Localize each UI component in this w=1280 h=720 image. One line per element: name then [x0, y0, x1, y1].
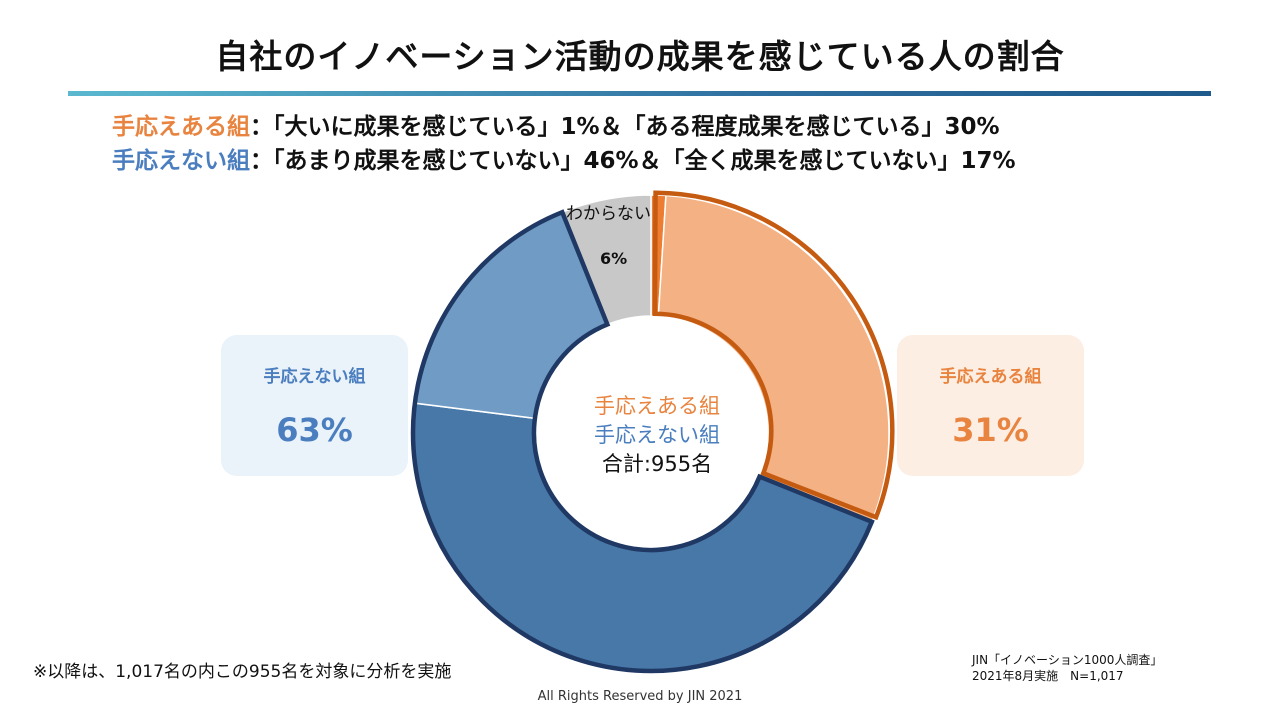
negative-group-box-label: 手応えない組	[263, 367, 366, 387]
unknown-slice-label: わからない	[566, 204, 651, 224]
summary-negative-detail: ：「あまり成果を感じていない」46%＆「全く成果を感じていない」17%	[250, 148, 1016, 174]
title-divider	[68, 91, 1211, 96]
positive-group-box-label: 手応えある組	[939, 367, 1042, 387]
source-note: JIN「イノベーション1000人調査」 2021年8月実施 N=1,017	[972, 652, 1162, 684]
footnote: ※以降は、1,017名の内この955名を対象に分析を実施	[33, 662, 452, 682]
negative-group-box-value: 63%	[276, 411, 353, 449]
center-positive-label: 手応えある組	[594, 394, 720, 418]
unknown-slice-value: 6%	[600, 249, 628, 268]
page-title: 自社のイノベーション活動の成果を感じている人の割合	[215, 37, 1065, 76]
donut-group-outline-positive	[652, 190, 895, 521]
positive-group-box: 手応えある組 31%	[897, 335, 1084, 476]
source-line-2: 2021年8月実施 N=1,017	[972, 669, 1124, 683]
center-negative-label: 手応えない組	[594, 423, 720, 447]
summary-positive-label: 手応えある組	[112, 114, 250, 140]
summary-negative-label: 手応えない組	[112, 148, 250, 174]
donut-slice-5	[562, 194, 652, 326]
negative-group-box: 手応えない組 63%	[221, 335, 408, 476]
copyright: All Rights Reserved by JIN 2021	[537, 689, 743, 704]
summary-negative-line: 手応えない組：「あまり成果を感じていない」46%＆「全く成果を感じていない」17…	[112, 141, 1016, 175]
positive-group-box-value: 31%	[952, 411, 1029, 449]
donut-slice-2	[657, 194, 890, 522]
summary-positive-line: 手応えある組：「大いに成果を感じている」1%＆「ある程度成果を感じている」30%	[112, 107, 1000, 141]
source-line-1: JIN「イノベーション1000人調査」	[972, 653, 1163, 667]
center-total-label: 合計:955名	[601, 452, 713, 476]
donut-group-outline-negative	[410, 209, 875, 674]
summary-positive-detail: ：「大いに成果を感じている」1%＆「ある程度成果を感じている」30%	[250, 114, 1000, 140]
